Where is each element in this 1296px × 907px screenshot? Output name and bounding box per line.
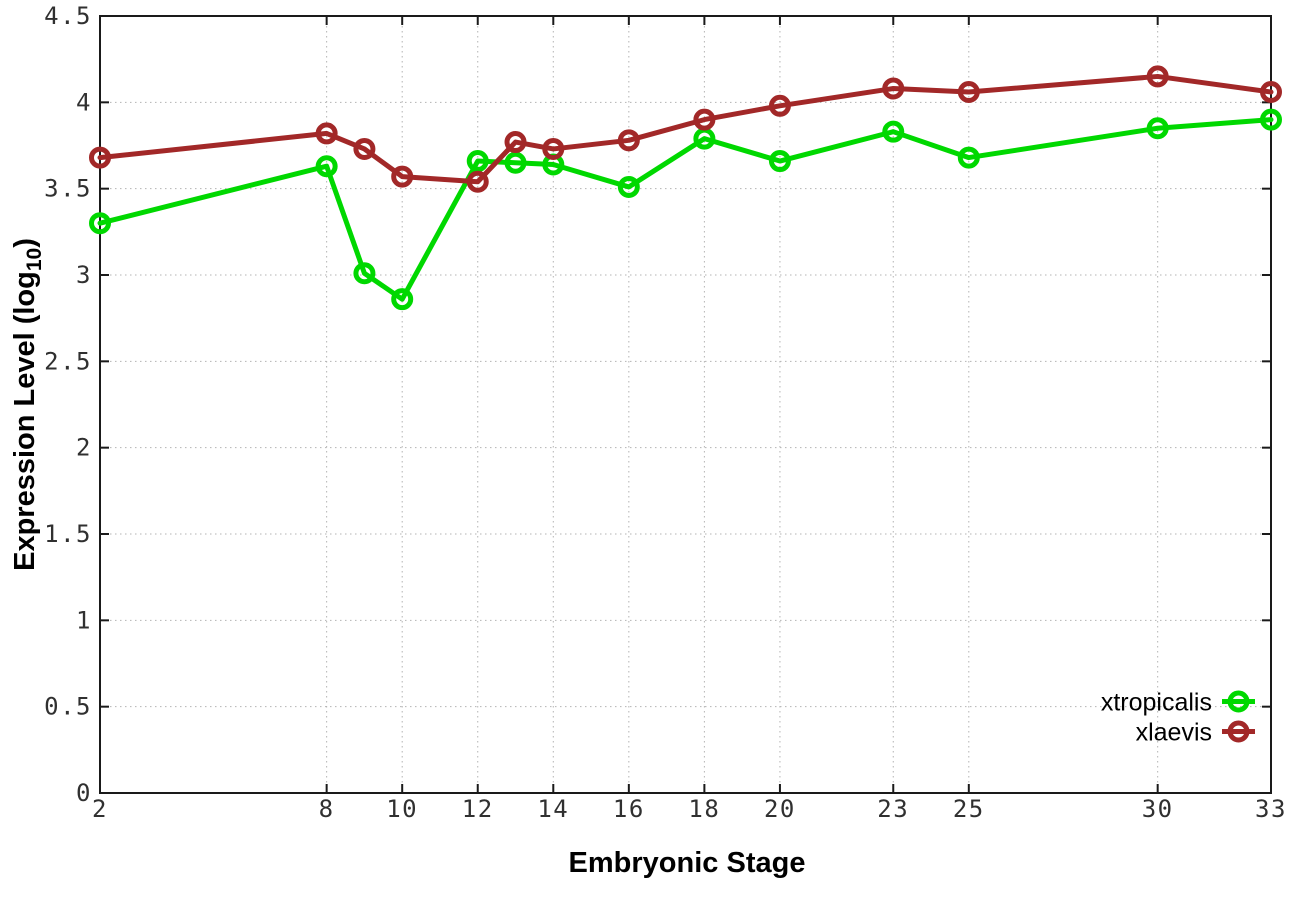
legend-marker-xlaevis — [1227, 720, 1250, 743]
data-point-xlaevis — [768, 94, 791, 117]
y-tick-label: 3 — [76, 261, 92, 289]
data-point-xlaevis — [693, 108, 716, 131]
x-tick-label: 18 — [688, 795, 720, 823]
y-tick-label: 1.5 — [44, 520, 92, 548]
data-point-xlaevis — [391, 165, 414, 188]
y-tick-label: 0 — [76, 779, 92, 807]
x-tick-label: 8 — [319, 795, 335, 823]
data-point-xlaevis — [882, 77, 905, 100]
y-tick-label: 1 — [76, 606, 92, 634]
data-point-xtropicalis — [353, 262, 376, 285]
y-tick-label: 2 — [76, 434, 92, 462]
x-tick-label: 12 — [462, 795, 494, 823]
x-tick-label: 10 — [386, 795, 418, 823]
data-point-xlaevis — [466, 170, 489, 193]
data-point-xlaevis — [1146, 65, 1169, 88]
x-tick-label: 14 — [537, 795, 569, 823]
data-point-xlaevis — [617, 129, 640, 152]
x-axis-title: Embryonic Stage — [569, 847, 806, 879]
data-point-xtropicalis — [617, 175, 640, 198]
data-point-xtropicalis — [466, 150, 489, 173]
y-axis-title: Expression Level (log10) — [9, 238, 46, 571]
y-tick-label: 0.5 — [44, 693, 92, 721]
y-tick-label: 3.5 — [44, 175, 92, 203]
data-point-xtropicalis — [1146, 117, 1169, 140]
x-tick-label: 20 — [764, 795, 796, 823]
data-point-xlaevis — [504, 131, 527, 154]
x-tick-label: 2 — [92, 795, 108, 823]
legend-label-xlaevis: xlaevis — [1136, 719, 1212, 747]
data-point-xlaevis — [542, 137, 565, 160]
data-point-xtropicalis — [315, 155, 338, 178]
data-point-xlaevis — [1260, 80, 1282, 103]
data-point-xtropicalis — [504, 151, 527, 174]
x-tick-label: 25 — [953, 795, 985, 823]
x-tick-label: 30 — [1142, 795, 1174, 823]
data-point-xlaevis — [353, 137, 376, 160]
data-point-xtropicalis — [1260, 108, 1282, 131]
plot-border — [99, 15, 1272, 794]
data-point-xtropicalis — [882, 120, 905, 143]
data-point-xtropicalis — [89, 212, 111, 235]
x-tick-label: 16 — [613, 795, 645, 823]
legend-marker-xtropicalis — [1227, 690, 1250, 713]
data-point-xtropicalis — [957, 146, 980, 169]
y-tick-label: 2.5 — [44, 347, 92, 375]
x-tick-label: 23 — [877, 795, 909, 823]
y-tick-label: 4 — [76, 88, 92, 116]
data-point-xlaevis — [315, 122, 338, 145]
data-point-xlaevis — [89, 146, 111, 169]
data-point-xtropicalis — [391, 288, 414, 311]
data-point-xlaevis — [957, 80, 980, 103]
legend-label-xtropicalis: xtropicalis — [1101, 689, 1212, 717]
data-point-xtropicalis — [768, 150, 791, 173]
y-tick-label: 4.5 — [44, 2, 92, 30]
x-tick-label: 33 — [1255, 795, 1287, 823]
